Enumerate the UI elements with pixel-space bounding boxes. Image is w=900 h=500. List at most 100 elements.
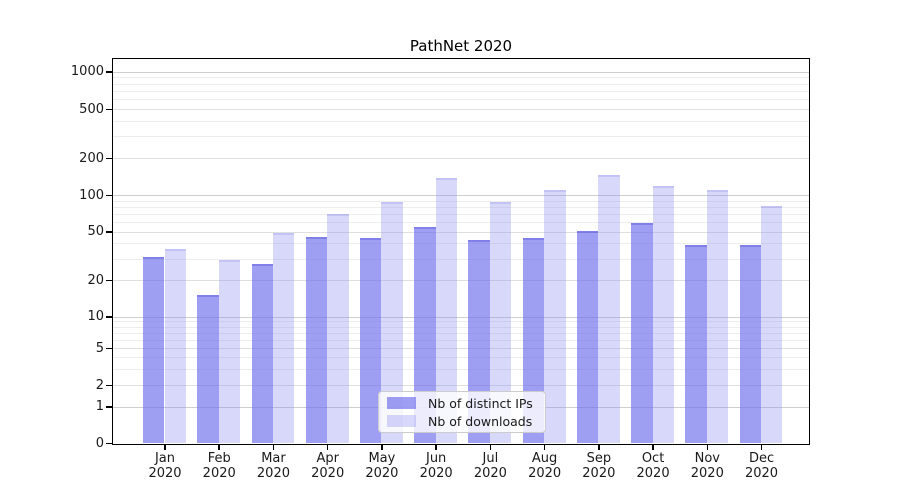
x-tick-label-jul: Jul 2020 [473,451,507,481]
legend-label-distinct-ips: Nb of distinct IPs [428,395,533,411]
x-tick-mark-jan [164,444,166,450]
x-tick-label-mar: Mar 2020 [256,451,290,481]
x-tick-label-may: May 2020 [365,451,399,481]
bar-ips-nov-2020 [685,244,707,443]
x-tick-mark-nov [706,444,709,450]
bar-dl-nov-2020 [706,189,729,443]
legend-swatch-distinct-ips-icon [387,397,416,409]
y-tick-mark-500 [106,108,112,111]
gridline-80 [113,206,809,208]
y-tick-label-5: 5 [95,340,104,356]
bar-dl-oct-2020 [652,186,674,443]
bar-dl-sep-2020 [598,174,620,443]
x-tick-label-aug: Aug 2020 [528,451,562,481]
gridline-600 [113,99,809,101]
bar-ips-oct-2020 [631,222,653,443]
bar-ips-jan-2020 [143,256,165,443]
bar-ips-apr-2020 [305,237,328,443]
x-tick-mark-aug [543,444,546,450]
x-tick-mark-may [381,444,383,450]
bar-dl-mar-2020 [272,232,295,443]
x-tick-label-jan: Jan 2020 [148,451,182,481]
y-tick-mark-2 [106,384,112,387]
y-tick-label-2: 2 [95,377,104,393]
gridline-7 [113,332,809,334]
y-tick-mark-10 [106,316,112,318]
bar-ips-dec-2020 [739,244,762,443]
x-tick-mark-sep [598,444,600,450]
gridline-50 [113,231,809,233]
y-tick-mark-200 [106,157,112,160]
x-tick-mark-jul [489,444,492,450]
chart-title: PathNet 2020 [409,37,513,55]
bar-dl-jul-2020 [489,202,512,443]
x-tick-mark-oct [652,444,654,450]
y-tick-label-50: 50 [87,224,104,240]
y-tick-label-10: 10 [87,309,104,325]
legend-row-distinct-ips: Nb of distinct IPs [387,396,545,411]
x-tick-label-jun: Jun 2020 [419,451,453,481]
gridline-20 [113,280,809,281]
y-tick-mark-1 [106,406,112,408]
x-tick-mark-mar [272,444,275,450]
y-tick-label-0: 0 [95,435,104,451]
legend-label-downloads: Nb of downloads [428,413,533,429]
x-tick-label-sep: Sep 2020 [582,451,616,481]
x-tick-mark-jun [435,444,437,450]
gridline-9 [113,321,809,323]
bar-dl-dec-2020 [761,206,783,443]
plot-area: Nb of distinct IPs Nb of downloads [112,58,810,445]
bar-dl-aug-2020 [544,189,566,443]
bar-dl-jun-2020 [435,177,458,443]
gridline-6 [113,339,809,341]
gridline-30 [113,258,809,260]
y-tick-mark-50 [106,231,112,233]
gridline-2 [113,385,809,386]
y-tick-label-1000: 1000 [70,64,104,80]
gridline-400 [113,120,809,122]
x-tick-label-feb: Feb 2020 [202,451,236,481]
bar-ips-sep-2020 [576,230,599,443]
bar-ips-mar-2020 [251,264,273,443]
gridline-10 [113,316,809,318]
x-tick-label-oct: Oct 2020 [636,451,670,481]
y-tick-label-20: 20 [87,272,104,288]
y-tick-label-200: 200 [79,150,104,166]
gridline-3 [113,368,809,370]
y-tick-mark-0 [106,442,112,445]
gridline-4 [113,357,809,358]
gridline-60 [113,222,809,224]
gridline-40 [113,243,809,245]
gridline-800 [113,83,809,85]
legend-row-downloads: Nb of downloads [387,414,545,429]
legend: Nb of distinct IPs Nb of downloads [378,391,546,433]
gridline-90 [113,200,809,202]
bar-dl-feb-2020 [218,260,241,443]
y-tick-mark-20 [106,279,112,282]
gridline-5 [113,348,809,349]
gridline-700 [113,90,809,92]
gridline-8 [113,326,809,328]
bar-dl-apr-2020 [327,213,349,443]
x-tick-mark-apr [326,444,329,450]
gridline-500 [113,109,809,110]
gridline-70 [113,213,809,215]
gridline-100 [113,195,809,196]
y-tick-mark-5 [106,347,112,350]
x-tick-label-nov: Nov 2020 [690,451,724,481]
bar-ips-may-2020 [360,238,382,443]
y-tick-label-100: 100 [79,187,104,203]
gridline-300 [113,136,809,138]
y-tick-mark-100 [106,194,112,197]
gridline-200 [113,158,809,159]
x-tick-mark-dec [760,444,763,450]
gridline-1000 [113,71,809,73]
gridline-900 [113,77,809,79]
bar-ips-feb-2020 [197,295,219,443]
bar-dl-jan-2020 [164,249,186,443]
bar-ips-jun-2020 [414,226,436,443]
legend-swatch-downloads-icon [387,415,416,427]
y-tick-mark-1000 [106,71,112,73]
bar-dl-may-2020 [381,202,403,443]
y-tick-label-1: 1 [95,399,104,414]
